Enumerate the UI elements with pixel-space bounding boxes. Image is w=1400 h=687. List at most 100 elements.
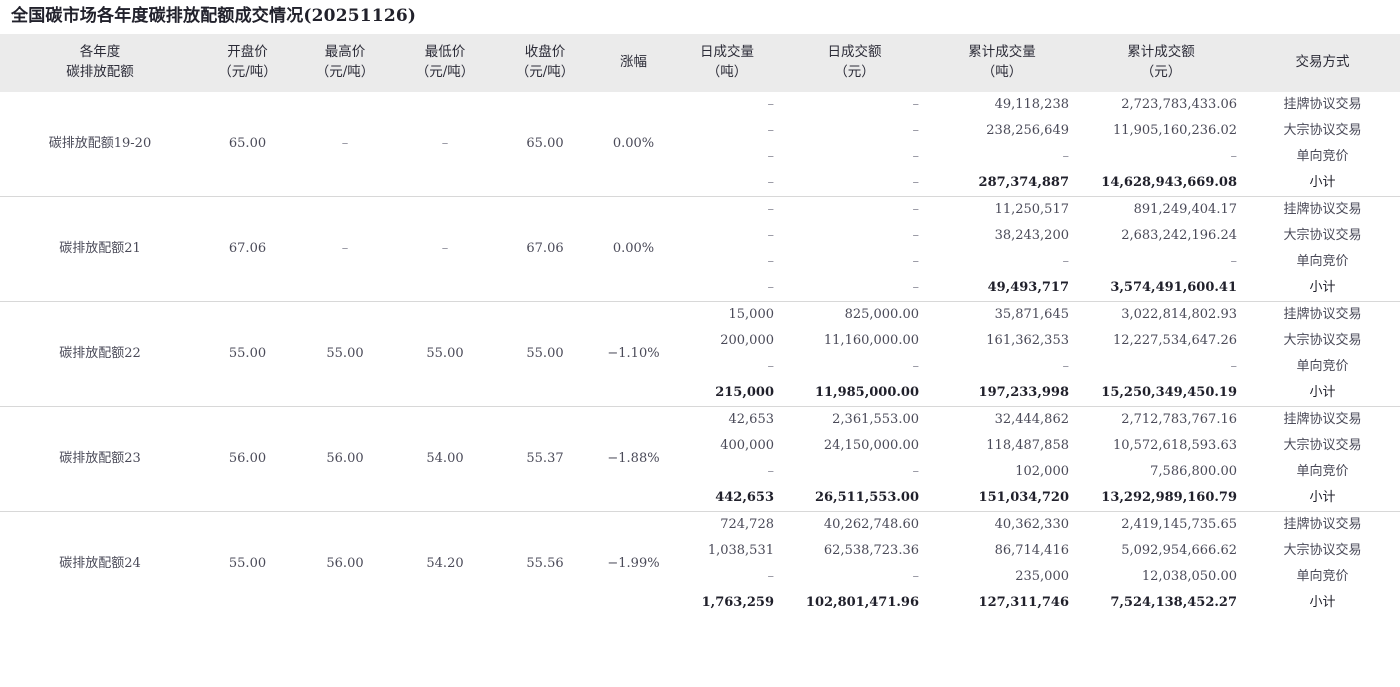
column-header-mode-line1: 交易方式	[1295, 54, 1350, 71]
column-header-low-line2: （元/吨）	[415, 64, 475, 80]
cell-trading-mode: 大宗协议交易	[1283, 228, 1362, 243]
cell-daily-volume: –	[767, 123, 775, 138]
cell-cumulative-volume: 197,233,998	[978, 385, 1069, 400]
cell-cumulative-amount: 11,905,160,236.02	[1112, 123, 1237, 138]
cell-daily-volume: 442,653	[715, 490, 774, 505]
cell-daily-amount: –	[912, 175, 920, 190]
table-row: 400,000 24,150,000.00 118,487,858 10,572,61…	[0, 433, 1400, 459]
cell-daily-amount: –	[912, 228, 920, 243]
cell-daily-volume: –	[767, 254, 775, 269]
cell-daily-volume: 42,653	[672, 406, 782, 433]
column-header-daily-amount: 日成交额 （元）	[782, 34, 927, 92]
column-header-close-line2: （元/吨）	[515, 64, 575, 80]
column-header-cum-amount-line2: （元）	[1140, 64, 1182, 80]
cell-daily-volume: –	[767, 359, 775, 374]
cell-daily-amount: 11,985,000.00	[814, 385, 919, 400]
cell-daily-amount: 825,000.00	[782, 301, 927, 328]
cell-open-price: 55.00	[200, 511, 295, 616]
cell-year-label: 碳排放配额24	[0, 511, 200, 616]
table-row: 215,000 11,985,000.00 197,233,998 15,250,34…	[0, 380, 1400, 407]
cell-daily-amount: –	[912, 97, 920, 112]
cell-daily-amount: 102,801,471.96	[805, 595, 919, 610]
cell-cumulative-amount: 2,723,783,433.06	[1121, 97, 1237, 112]
cell-daily-volume: 724,728	[672, 511, 782, 538]
cell-trading-mode: 小计	[1309, 490, 1336, 505]
cell-cumulative-volume: 32,444,862	[927, 406, 1077, 433]
cell-year-label: 碳排放配额19-20	[48, 136, 152, 151]
cell-daily-volume: –	[767, 280, 775, 295]
cell-trading-mode: 挂牌协议交易	[1245, 301, 1400, 328]
cell-daily-amount: –	[912, 569, 920, 584]
cell-daily-amount: –	[912, 280, 920, 295]
column-header-cum-volume: 累计成交量 （吨）	[927, 34, 1077, 92]
cell-daily-volume: –	[767, 175, 775, 190]
table-row: – – – – 单向竞价	[0, 249, 1400, 275]
cell-change-pct: −1.88%	[595, 406, 672, 512]
cell-daily-amount: 62,538,723.36	[823, 543, 919, 558]
table-row: – – 102,000 7,586,800.00 单向竞价	[0, 459, 1400, 485]
cell-cumulative-volume: 161,362,353	[986, 333, 1069, 348]
table-row: 碳排放配额23 56.00 56.00 54.00 55.37 −1.88% 42,653 2…	[0, 406, 1400, 512]
column-header-low: 最低价 （元/吨）	[395, 34, 495, 92]
page-title: 全国碳市场各年度碳排放配额成交情况(20251126)	[11, 6, 417, 26]
cell-trading-mode: 单向竞价	[1296, 569, 1349, 584]
table-row: 442,653 26,511,553.00 151,034,720 13,292,98…	[0, 485, 1400, 512]
column-header-close-line1: 收盘价	[524, 44, 566, 61]
cell-daily-volume: –	[767, 464, 775, 479]
cell-cumulative-volume: 238,256,649	[986, 123, 1069, 138]
cell-daily-amount: 26,511,553.00	[814, 490, 919, 505]
cell-daily-amount: 40,262,748.60	[782, 511, 927, 538]
cell-open-price: 55.00	[200, 301, 295, 407]
cell-trading-mode: 大宗协议交易	[1283, 123, 1362, 138]
column-header-cum-volume-line2: （吨）	[981, 64, 1023, 80]
cell-trading-mode: 小计	[1309, 280, 1336, 295]
cell-change-pct: 0.00%	[612, 136, 655, 151]
cell-cumulative-amount: 13,292,989,160.79	[1101, 490, 1237, 505]
cell-low-price: –	[441, 136, 449, 151]
cell-change-pct: −1.10%	[595, 301, 672, 407]
cell-daily-amount: 11,160,000.00	[823, 333, 919, 348]
cell-cumulative-amount: 10,572,618,593.63	[1112, 438, 1237, 453]
cell-daily-amount: –	[912, 359, 920, 374]
cell-trading-mode: 小计	[1309, 385, 1336, 400]
table-header: 各年度 碳排放配额 开盘价 （元/吨） 最高价 （元/吨） 最低价 （元/吨） …	[0, 34, 1400, 92]
cell-daily-volume: 15,000	[672, 301, 782, 328]
cell-low-price: 55.00	[395, 301, 495, 407]
cell-cumulative-amount: 3,022,814,802.93	[1077, 301, 1245, 328]
cell-close-price: 55.56	[495, 511, 595, 616]
cell-cumulative-amount: 15,250,349,450.19	[1101, 385, 1237, 400]
cell-daily-volume: 1,763,259	[701, 595, 774, 610]
column-header-change: 涨幅	[595, 34, 672, 92]
cell-cumulative-volume: 40,362,330	[927, 511, 1077, 538]
cell-daily-amount: –	[912, 149, 920, 164]
cell-daily-amount: –	[912, 123, 920, 138]
table-row: 碳排放配额22 55.00 55.00 55.00 55.00 −1.10% 15,000 8…	[0, 301, 1400, 407]
cell-daily-amount: –	[912, 254, 920, 269]
column-header-open-line2: （元/吨）	[218, 64, 277, 80]
column-header-high-line1: 最高价	[324, 44, 366, 61]
cell-close-price: 65.00	[526, 136, 564, 151]
cell-daily-volume: 1,038,531	[707, 543, 774, 558]
cell-cumulative-amount: 2,683,242,196.24	[1121, 228, 1237, 243]
header-row: 各年度 碳排放配额 开盘价 （元/吨） 最高价 （元/吨） 最低价 （元/吨） …	[0, 34, 1400, 92]
cell-cumulative-volume: 49,493,717	[987, 280, 1069, 295]
cell-trading-mode: 挂牌协议交易	[1283, 97, 1362, 112]
cell-cumulative-amount: –	[1230, 149, 1238, 164]
cell-daily-volume: –	[767, 149, 775, 164]
cell-year-label: 碳排放配额23	[0, 406, 200, 512]
cell-daily-volume: –	[767, 228, 775, 243]
cell-low-price: 54.00	[395, 406, 495, 512]
column-header-daily-amount-line2: （元）	[834, 64, 875, 80]
cell-trading-mode: 单向竞价	[1296, 359, 1349, 374]
cell-cumulative-amount: 2,419,145,735.65	[1077, 511, 1245, 538]
column-header-cum-volume-line1: 累计成交量	[968, 44, 1036, 61]
column-header-year-line1: 各年度	[79, 44, 121, 61]
cell-cumulative-volume: –	[1062, 254, 1070, 269]
cell-daily-volume: –	[672, 196, 782, 223]
cell-cumulative-volume: 49,118,238	[994, 97, 1069, 112]
cell-open-price: 65.00	[228, 136, 267, 151]
cell-high-price: 55.00	[295, 301, 395, 407]
cell-cumulative-volume: 102,000	[1015, 464, 1069, 479]
cell-high-price: –	[341, 136, 349, 151]
